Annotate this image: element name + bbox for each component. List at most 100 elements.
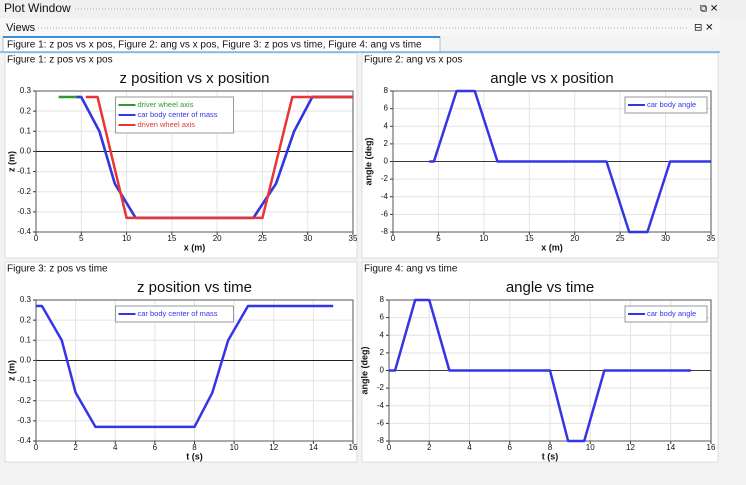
x-tick-label: 0 — [34, 234, 39, 243]
x-tick-label: 2 — [73, 443, 78, 452]
y-tick-label: 4 — [384, 121, 389, 130]
x-tick-label: 35 — [707, 234, 716, 243]
y-tick-label: -4 — [381, 192, 389, 201]
y-axis-label: z (m) — [6, 360, 16, 381]
y-tick-label: 4 — [380, 330, 385, 339]
y-tick-label: -0.2 — [17, 187, 31, 196]
y-tick-label: 0.3 — [20, 86, 32, 95]
tab-label[interactable]: Figure 1: z pos vs x pos, Figure 2: ang … — [7, 40, 422, 51]
legend-label: car body center of mass — [138, 110, 218, 119]
x-tick-label: 14 — [666, 443, 675, 452]
y-tick-label: 2 — [384, 139, 389, 148]
y-tick-label: 2 — [380, 348, 385, 357]
y-tick-label: 8 — [384, 86, 389, 95]
y-tick-label: -6 — [377, 418, 385, 427]
figure-label: Figure 2: ang vs x pos — [364, 55, 462, 66]
x-tick-label: 10 — [122, 234, 131, 243]
legend-label: car body angle — [647, 100, 696, 109]
chart-title: angle vs x position — [490, 70, 613, 87]
x-tick-label: 25 — [616, 234, 625, 243]
y-tick-label: -0.1 — [17, 167, 31, 176]
x-tick-label: 30 — [661, 234, 670, 243]
x-tick-label: 0 — [391, 234, 396, 243]
x-tick-label: 14 — [309, 443, 318, 452]
x-tick-label: 30 — [303, 234, 312, 243]
y-tick-label: -0.3 — [17, 416, 31, 425]
x-tick-label: 20 — [570, 234, 579, 243]
y-tick-label: 0 — [380, 366, 385, 375]
views-title: Views — [6, 22, 36, 34]
x-axis-label: t (s) — [542, 451, 559, 461]
panel — [361, 52, 719, 259]
x-tick-label: 15 — [525, 234, 534, 243]
y-tick-label: -0.3 — [17, 207, 31, 216]
y-tick-label: -0.2 — [17, 396, 31, 405]
y-tick-label: 0.0 — [20, 147, 32, 156]
legend-label: driven wheel axis — [138, 120, 196, 129]
y-tick-label: 0.0 — [20, 356, 32, 365]
y-tick-label: -2 — [377, 383, 385, 392]
legend-label: driver wheel axis — [138, 100, 194, 109]
x-tick-label: 6 — [153, 443, 158, 452]
plot-frame — [35, 90, 354, 233]
y-tick-label: -8 — [377, 436, 385, 445]
x-tick-label: 10 — [479, 234, 488, 243]
y-tick-label: 0.2 — [20, 106, 32, 115]
y-tick-label: 6 — [380, 313, 385, 322]
y-axis-label: z (m) — [6, 151, 16, 172]
y-tick-label: 0 — [384, 157, 389, 166]
float-button[interactable]: ⧉ ✕ — [700, 4, 718, 15]
figure-label: Figure 4: ang vs time — [364, 264, 458, 275]
legend-label: car body angle — [647, 309, 696, 318]
y-tick-label: -0.4 — [17, 436, 31, 445]
x-tick-label: 5 — [79, 234, 84, 243]
plot-frame — [35, 299, 354, 442]
chart-title: z position vs time — [137, 279, 252, 296]
x-tick-label: 25 — [258, 234, 267, 243]
window-title: Plot Window — [4, 1, 71, 15]
x-tick-label: 12 — [269, 443, 278, 452]
chart-title: angle vs time — [506, 279, 594, 296]
figure-label: Figure 3: z pos vs time — [7, 264, 108, 275]
x-axis-label: x (m) — [541, 242, 563, 252]
panel — [4, 52, 358, 259]
x-tick-label: 4 — [467, 443, 472, 452]
x-tick-label: 10 — [230, 443, 239, 452]
y-tick-label: 6 — [384, 104, 389, 113]
x-tick-label: 20 — [213, 234, 222, 243]
x-tick-label: 15 — [167, 234, 176, 243]
x-tick-label: 0 — [387, 443, 392, 452]
x-tick-label: 4 — [113, 443, 118, 452]
panel — [4, 261, 358, 463]
x-tick-label: 8 — [548, 443, 553, 452]
x-tick-label: 16 — [349, 443, 358, 452]
y-tick-label: 0.1 — [20, 335, 32, 344]
legend-label: car body center of mass — [138, 309, 218, 318]
x-axis-label: x (m) — [184, 242, 206, 252]
y-tick-label: -2 — [381, 174, 389, 183]
panel — [361, 261, 719, 463]
y-tick-label: 0.3 — [20, 295, 32, 304]
legend-box — [115, 305, 234, 323]
legend-box — [624, 96, 708, 114]
series-line — [85, 95, 353, 220]
x-tick-label: 16 — [707, 443, 716, 452]
chart-title: z position vs x position — [119, 70, 269, 87]
legend-box — [624, 305, 708, 323]
x-tick-label: 8 — [192, 443, 197, 452]
views-buttons[interactable]: ⊟ ✕ — [694, 23, 714, 34]
x-tick-label: 10 — [586, 443, 595, 452]
x-tick-label: 2 — [427, 443, 432, 452]
y-tick-label: 8 — [380, 295, 385, 304]
y-tick-label: -6 — [381, 209, 389, 218]
y-tick-label: -8 — [381, 227, 389, 236]
x-tick-label: 6 — [508, 443, 513, 452]
y-axis-label: angle (deg) — [359, 346, 369, 394]
y-tick-label: -4 — [377, 401, 385, 410]
y-tick-label: -0.1 — [17, 376, 31, 385]
series-line — [389, 298, 691, 443]
series-line — [429, 89, 711, 234]
y-axis-label: angle (deg) — [363, 137, 373, 185]
y-tick-label: 0.2 — [20, 315, 32, 324]
